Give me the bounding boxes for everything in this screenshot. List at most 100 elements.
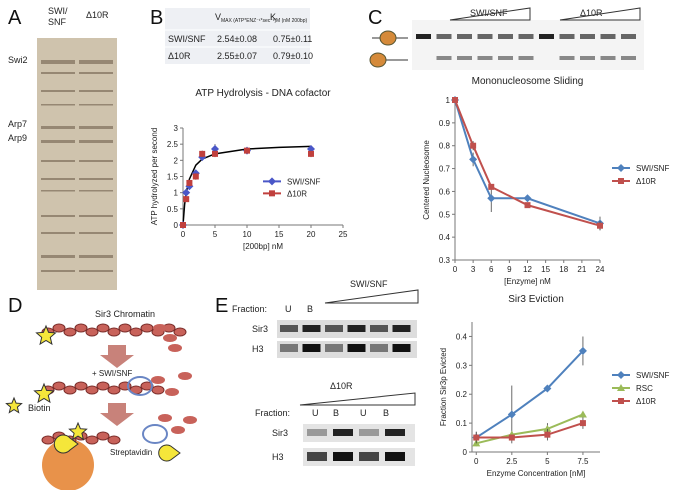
biotin — [33, 382, 55, 404]
marker — [212, 150, 218, 157]
x-tick-label: 5 — [545, 457, 550, 466]
y-tick-label: 0.3 — [439, 256, 451, 265]
nucleosome — [74, 381, 88, 391]
band — [41, 140, 75, 143]
y-tick-label: 1.5 — [167, 173, 179, 182]
band — [392, 344, 411, 352]
band — [79, 255, 113, 258]
band — [498, 56, 513, 60]
lane-label: SWI/ — [48, 6, 68, 16]
marker — [469, 155, 478, 164]
nucleosome — [41, 435, 55, 445]
x-tick-label: 7.5 — [577, 457, 589, 466]
marker — [617, 164, 625, 172]
x-tick-label: 10 — [243, 230, 252, 239]
panel-label: B — [150, 7, 163, 29]
gel — [37, 38, 117, 290]
marker — [268, 177, 276, 186]
marker — [524, 202, 531, 209]
band — [307, 452, 327, 461]
band — [325, 344, 343, 352]
chart-title: ATP Hydrolysis - DNA cofactor — [195, 88, 331, 99]
band — [41, 126, 75, 129]
x-tick-label: 12 — [523, 265, 532, 274]
panel-label: D — [8, 295, 22, 317]
gel-label: SWI/SNF — [350, 279, 388, 289]
nucleosome — [118, 323, 132, 333]
band — [498, 34, 513, 39]
nucleosome — [151, 385, 165, 395]
x-tick-label: 24 — [596, 265, 605, 274]
sir3 — [163, 334, 177, 342]
band — [79, 72, 113, 74]
wedge — [299, 392, 416, 406]
y-tick-label: 3 — [174, 124, 179, 133]
x-tick-label: 6 — [489, 265, 494, 274]
marker — [180, 222, 186, 228]
nucleosome — [369, 52, 387, 68]
diagram-label: Sir3 Chromatin — [95, 309, 155, 319]
band — [600, 56, 616, 60]
y-tick-label: 0.6 — [439, 187, 451, 196]
band-label: Arp9 — [8, 133, 27, 143]
x-tick-label: 5 — [213, 230, 218, 239]
band — [436, 56, 452, 60]
x-axis-label: [Enzyme] nM — [504, 277, 551, 286]
x-tick-label: 18 — [559, 265, 568, 274]
sir3 — [165, 388, 179, 396]
biotin — [5, 396, 23, 414]
sir3 — [151, 376, 165, 384]
band — [79, 178, 113, 180]
band — [41, 178, 75, 180]
band — [621, 56, 636, 60]
marker — [244, 147, 250, 154]
band — [370, 344, 388, 352]
x-tick-label: 21 — [577, 265, 586, 274]
wedge — [449, 7, 531, 21]
diagram-label: Biotin — [28, 403, 51, 413]
marker — [523, 194, 532, 203]
marker — [543, 384, 552, 393]
y-tick-label: 0.4 — [456, 332, 468, 341]
nucleosome — [85, 327, 99, 337]
lane-label: U — [285, 304, 292, 314]
diagram-label: Streptavidin — [110, 448, 152, 457]
nucleosome — [96, 323, 110, 333]
gel — [277, 320, 417, 338]
gel-bands — [416, 34, 636, 60]
row-label: H3 — [252, 344, 264, 354]
x-tick-label: 2.5 — [506, 457, 518, 466]
y-axis-label: Fraction Sir3p Evicted — [439, 348, 448, 426]
y-tick-label: 2 — [174, 156, 179, 165]
bead — [42, 439, 94, 490]
streptavidin — [53, 434, 79, 454]
band — [580, 56, 595, 60]
lane-label: U — [360, 408, 367, 418]
band — [79, 60, 113, 64]
marker — [508, 434, 515, 441]
lane-label: B — [307, 304, 313, 314]
marker — [487, 194, 496, 203]
marker — [618, 178, 624, 184]
band — [347, 344, 366, 352]
nucleosome — [96, 431, 110, 441]
band — [41, 72, 75, 74]
marker — [192, 173, 199, 180]
lane-label: U — [312, 408, 319, 418]
row-label: H3 — [272, 452, 284, 462]
table-cell: 2.55±0.07 — [217, 51, 257, 61]
nucleosome — [379, 30, 397, 46]
sir3 — [158, 414, 172, 422]
band — [79, 190, 113, 192]
band — [280, 325, 298, 332]
table-header: VMAX (ATP*ENZ⁻¹*sec⁻¹) — [215, 12, 277, 24]
gel-label: Δ10R — [330, 381, 353, 391]
gel-bands — [280, 325, 411, 461]
wedge — [324, 289, 419, 304]
x-tick-label: 0 — [453, 265, 458, 274]
legend-label: SWI/SNF — [636, 371, 669, 380]
legend-label: Δ10R — [287, 189, 307, 198]
legend-label: SWI/SNF — [287, 177, 320, 186]
series-line — [475, 350, 584, 439]
